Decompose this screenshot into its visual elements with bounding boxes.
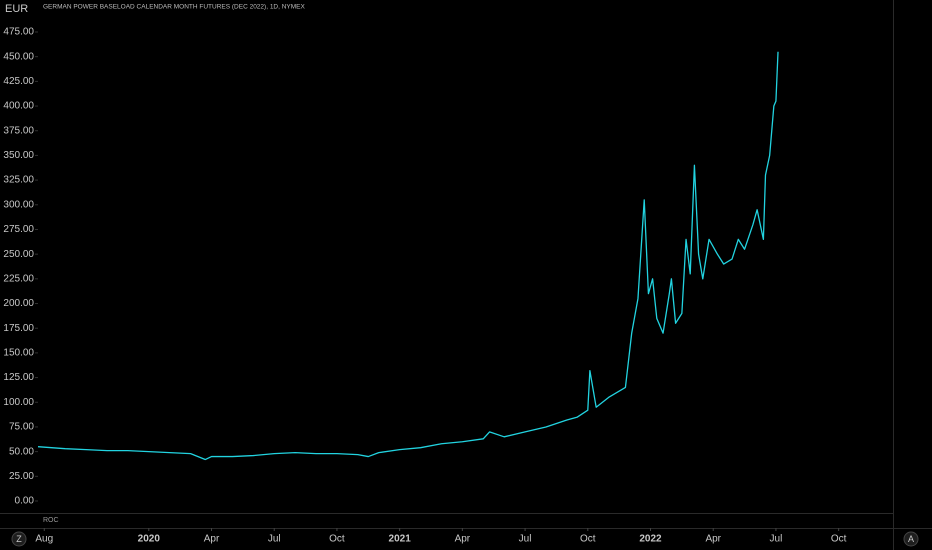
x-tick-label: Oct [831, 534, 847, 545]
price-line [37, 51, 779, 461]
x-tick-label: Apr [204, 534, 220, 545]
y-tick-label: 450.00 [3, 51, 34, 62]
x-tick-label: Oct [580, 534, 596, 545]
x-tick-label: 2022 [639, 534, 662, 545]
x-tick-label: Apr [705, 534, 721, 545]
y-tick-label: 125.00 [3, 372, 34, 383]
y-tick-label: 275.00 [3, 224, 34, 235]
y-tick-label: 350.00 [3, 150, 34, 161]
z-button[interactable]: Z [11, 531, 27, 547]
a-button[interactable]: A [903, 531, 919, 547]
y-tick-label: 75.00 [9, 422, 34, 433]
button-circle[interactable] [903, 531, 919, 547]
button-label[interactable]: Z [16, 534, 22, 544]
y-tick-label: 400.00 [3, 101, 34, 112]
y-tick-label: 50.00 [9, 446, 34, 457]
y-tick-label: 425.00 [3, 76, 34, 87]
y-tick-label: 100.00 [3, 397, 34, 408]
x-tick-label: 2020 [138, 534, 161, 545]
chart-title: GERMAN POWER BASELOAD CALENDAR MONTH FUT… [43, 4, 306, 11]
y-tick-label: 150.00 [3, 348, 34, 359]
y-tick-label: 175.00 [3, 323, 34, 334]
button-circle[interactable] [11, 531, 27, 547]
button-label[interactable]: A [908, 534, 914, 544]
y-tick-label: 475.00 [3, 27, 34, 38]
y-tick-label: 0.00 [15, 496, 35, 507]
x-tick-label: Jul [519, 534, 532, 545]
y-tick-label: 225.00 [3, 273, 34, 284]
y-axis-unit: EUR [5, 3, 28, 15]
y-tick-label: 325.00 [3, 175, 34, 186]
y-tick-label: 200.00 [3, 298, 34, 309]
x-tick-label: Jul [268, 534, 281, 545]
indicator-label: ROC [43, 517, 59, 524]
x-tick-label: Jul [770, 534, 783, 545]
x-tick-label: Aug [35, 534, 53, 545]
y-tick-label: 250.00 [3, 249, 34, 260]
x-tick-label: Oct [329, 534, 345, 545]
x-tick-label: 2021 [389, 534, 412, 545]
x-tick-label: Apr [455, 534, 471, 545]
y-tick-label: 25.00 [9, 471, 34, 482]
y-tick-label: 375.00 [3, 125, 34, 136]
y-tick-label: 300.00 [3, 199, 34, 210]
